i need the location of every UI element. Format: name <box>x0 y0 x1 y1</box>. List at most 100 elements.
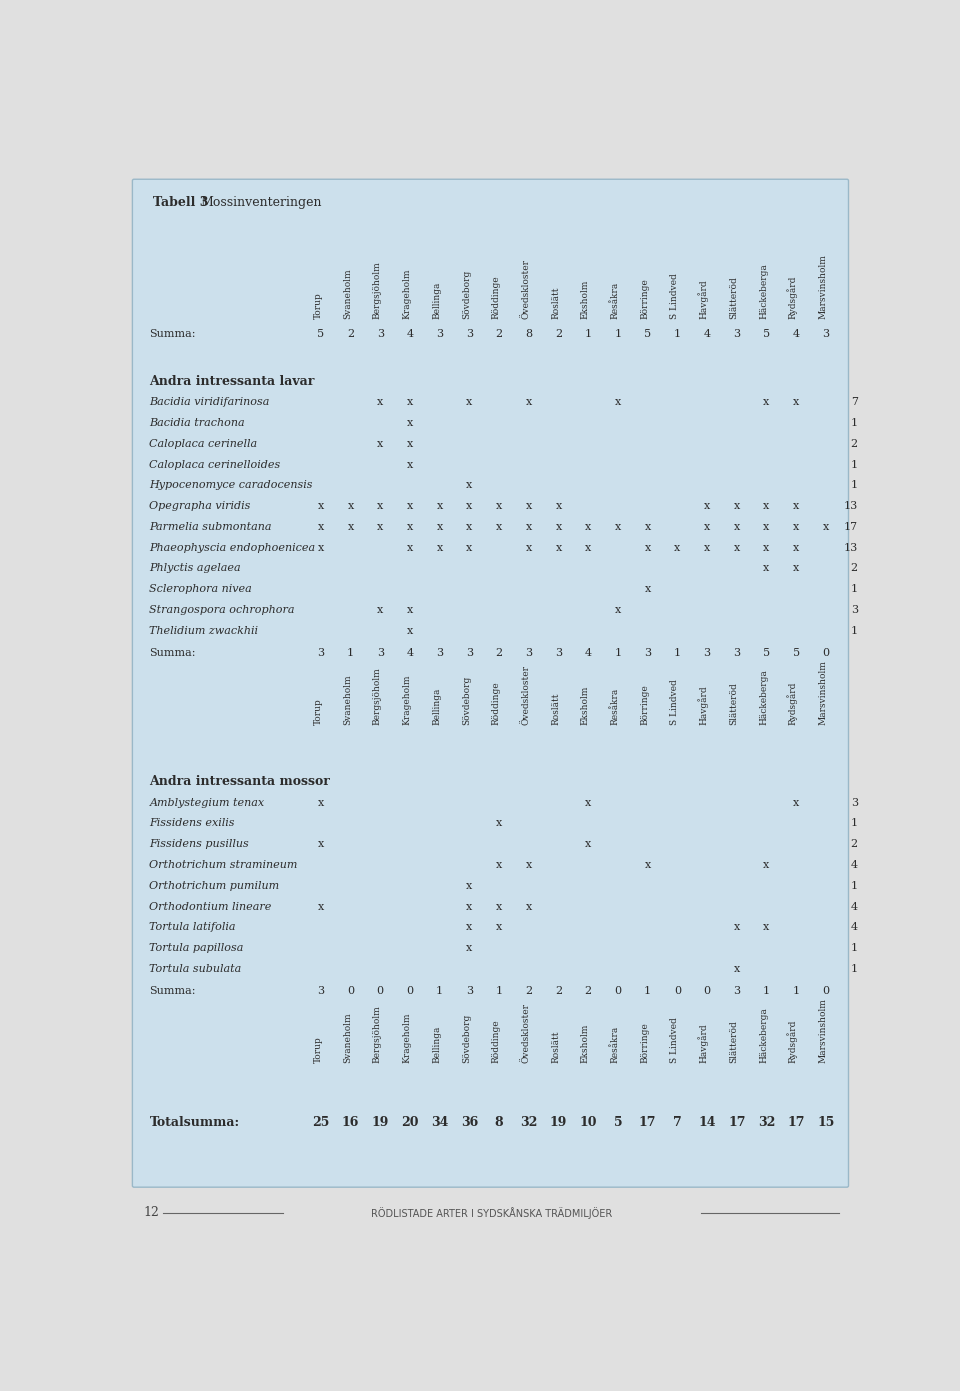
Text: 25: 25 <box>312 1116 329 1128</box>
Text: Röddinge: Röddinge <box>492 682 501 725</box>
Text: x: x <box>526 542 532 552</box>
Text: x: x <box>614 605 621 615</box>
Text: Marsvinsholm: Marsvinsholm <box>819 661 828 725</box>
Text: Sclerophora nivea: Sclerophora nivea <box>150 584 252 594</box>
Text: 0: 0 <box>823 648 829 658</box>
Text: Havgård: Havgård <box>698 280 708 320</box>
Text: x: x <box>407 438 413 449</box>
Text: 0: 0 <box>376 986 384 996</box>
Text: Tabell 3: Tabell 3 <box>153 196 208 209</box>
Text: Roslätt: Roslätt <box>551 287 560 320</box>
FancyBboxPatch shape <box>132 179 849 1187</box>
Text: 3: 3 <box>376 328 384 338</box>
Text: Bacidia viridifarinosa: Bacidia viridifarinosa <box>150 398 270 408</box>
Text: x: x <box>407 398 413 408</box>
Text: x: x <box>407 542 413 552</box>
Text: 0: 0 <box>347 986 354 996</box>
Text: 3: 3 <box>733 648 740 658</box>
Text: S Lindved: S Lindved <box>670 679 679 725</box>
Text: 1: 1 <box>851 818 858 828</box>
Text: Thelidium zwackhii: Thelidium zwackhii <box>150 626 258 636</box>
Text: Börringe: Börringe <box>640 278 649 320</box>
Text: 4: 4 <box>585 648 591 658</box>
Text: 1: 1 <box>793 986 800 996</box>
Text: x: x <box>377 522 383 531</box>
Text: 1: 1 <box>851 584 858 594</box>
Text: 2: 2 <box>347 328 354 338</box>
Text: 32: 32 <box>520 1116 538 1128</box>
Text: x: x <box>763 922 770 932</box>
Text: x: x <box>467 398 472 408</box>
Text: Caloplaca cerinelloides: Caloplaca cerinelloides <box>150 459 280 470</box>
Text: Strangospora ochrophora: Strangospora ochrophora <box>150 605 295 615</box>
Text: 3: 3 <box>733 986 740 996</box>
Text: x: x <box>793 542 800 552</box>
Text: Eksholm: Eksholm <box>581 686 589 725</box>
Text: x: x <box>467 901 472 911</box>
Text: x: x <box>407 459 413 470</box>
Text: x: x <box>614 398 621 408</box>
Text: 1: 1 <box>674 328 681 338</box>
Text: 1: 1 <box>851 480 858 490</box>
Text: Börringe: Börringe <box>640 684 649 725</box>
Text: x: x <box>644 542 651 552</box>
Text: Summa:: Summa: <box>150 986 196 996</box>
Text: x: x <box>585 797 591 808</box>
Text: 1: 1 <box>851 417 858 428</box>
Text: x: x <box>526 398 532 408</box>
Text: x: x <box>763 398 770 408</box>
Text: Tortula papillosa: Tortula papillosa <box>150 943 244 953</box>
Text: Resåkra: Resåkra <box>611 1027 619 1063</box>
Text: 17: 17 <box>728 1116 746 1128</box>
Text: x: x <box>763 522 770 531</box>
Text: S Lindved: S Lindved <box>670 1017 679 1063</box>
Text: 12: 12 <box>143 1206 159 1219</box>
Text: x: x <box>585 542 591 552</box>
Text: Sövdeborg: Sövdeborg <box>462 270 471 320</box>
Text: Tortula subulata: Tortula subulata <box>150 964 242 974</box>
Text: Sövdeborg: Sövdeborg <box>462 676 471 725</box>
Text: 3: 3 <box>733 328 740 338</box>
Text: x: x <box>496 501 502 510</box>
Text: Svaneholm: Svaneholm <box>343 268 352 320</box>
Text: x: x <box>467 881 472 890</box>
Text: x: x <box>556 501 562 510</box>
Text: Eksholm: Eksholm <box>581 1024 589 1063</box>
Text: x: x <box>496 901 502 911</box>
Text: Phaeophyscia endophoenicea: Phaeophyscia endophoenicea <box>150 542 316 552</box>
Text: x: x <box>793 563 800 573</box>
Text: Totalsumma:: Totalsumma: <box>150 1116 240 1128</box>
Text: x: x <box>348 501 353 510</box>
Text: Svaneholm: Svaneholm <box>343 675 352 725</box>
Text: x: x <box>585 522 591 531</box>
Text: 1: 1 <box>436 986 444 996</box>
Text: 1: 1 <box>495 986 503 996</box>
Text: x: x <box>377 398 383 408</box>
Text: x: x <box>467 542 472 552</box>
Text: 5: 5 <box>793 648 800 658</box>
Text: 2: 2 <box>555 986 563 996</box>
Text: x: x <box>733 501 740 510</box>
Text: x: x <box>437 522 443 531</box>
Text: 3: 3 <box>525 648 533 658</box>
Text: Rydsgård: Rydsgård <box>787 1020 798 1063</box>
Text: 2: 2 <box>851 563 858 573</box>
Text: Torup: Torup <box>313 698 323 725</box>
Text: x: x <box>496 922 502 932</box>
Text: Bellinga: Bellinga <box>432 687 442 725</box>
Text: 17: 17 <box>844 522 858 531</box>
Text: 17: 17 <box>639 1116 657 1128</box>
Text: Sövdeborg: Sövdeborg <box>462 1014 471 1063</box>
Text: 1: 1 <box>763 986 770 996</box>
Text: Bellinga: Bellinga <box>432 1025 442 1063</box>
Text: 8: 8 <box>525 328 533 338</box>
Text: Torup: Torup <box>313 292 323 320</box>
Text: 3: 3 <box>851 797 858 808</box>
Text: Rydsgård: Rydsgård <box>787 275 798 320</box>
Text: x: x <box>556 542 562 552</box>
Text: Summa:: Summa: <box>150 328 196 338</box>
Text: Havgård: Havgård <box>698 1024 708 1063</box>
Text: x: x <box>467 943 472 953</box>
Text: Häckeberga: Häckeberga <box>759 1007 768 1063</box>
Text: 7: 7 <box>673 1116 682 1128</box>
